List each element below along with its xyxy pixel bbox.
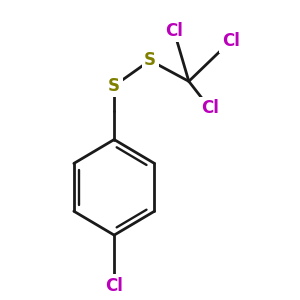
Text: S: S xyxy=(108,77,120,95)
Text: Cl: Cl xyxy=(201,99,219,117)
Text: Cl: Cl xyxy=(105,277,123,295)
Text: S: S xyxy=(144,51,156,69)
Text: Cl: Cl xyxy=(165,22,183,40)
Text: Cl: Cl xyxy=(222,32,240,50)
